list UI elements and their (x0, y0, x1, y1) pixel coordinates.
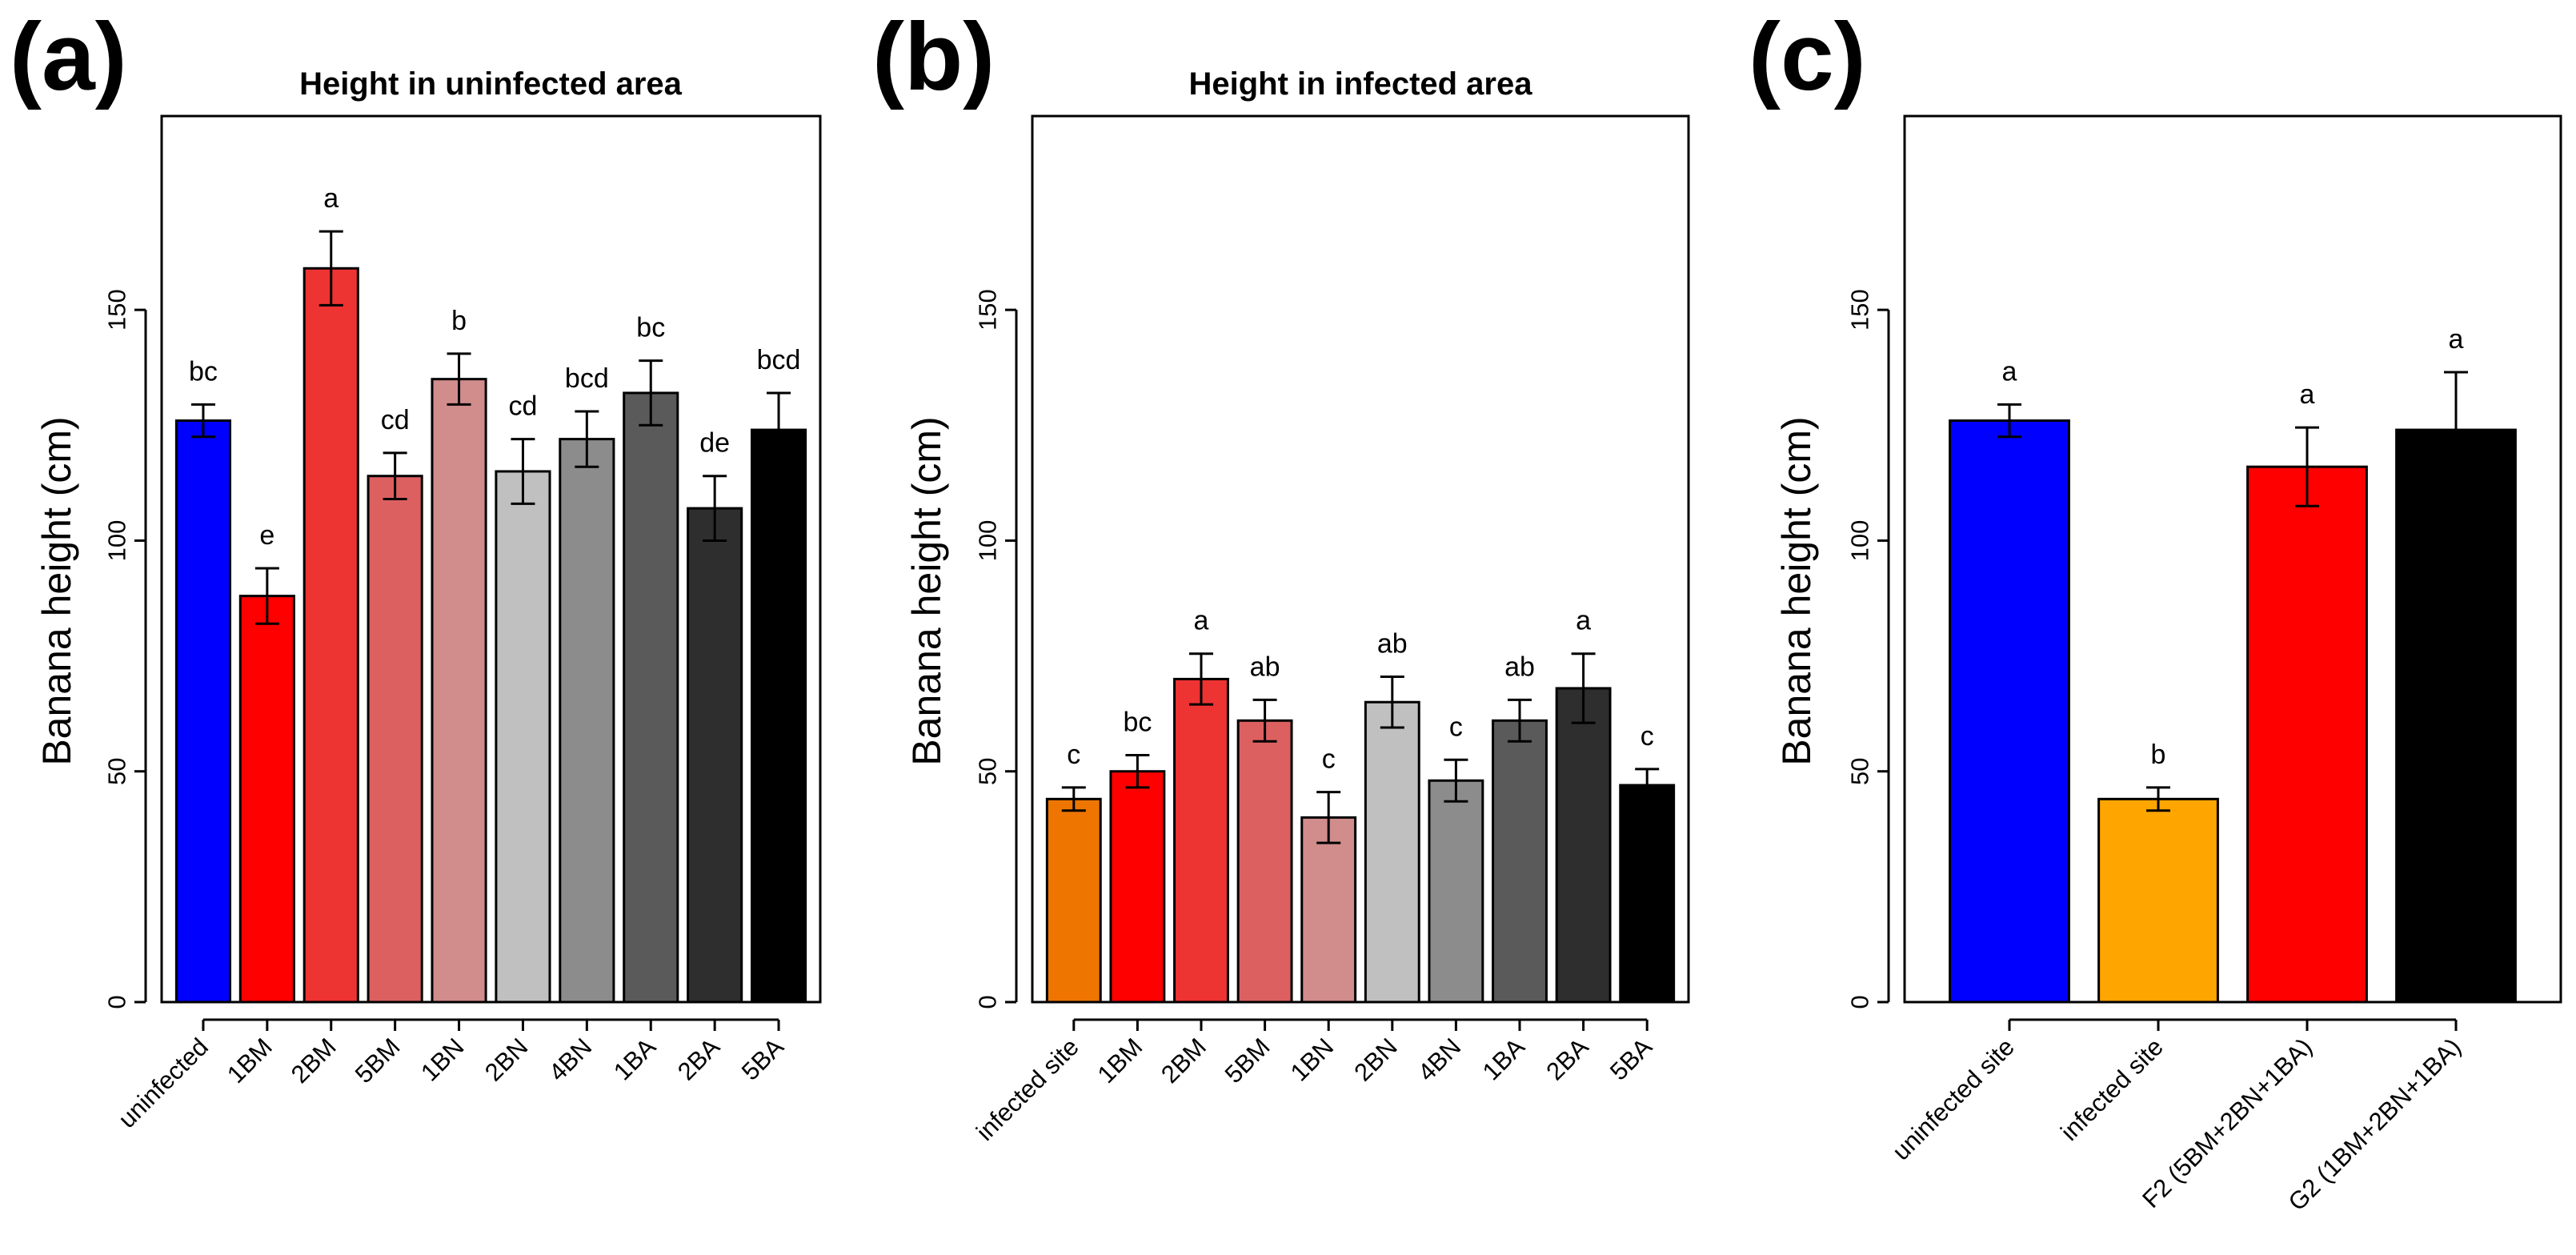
y-tick-label: 50 (103, 757, 131, 784)
significance-letter: bc (636, 313, 665, 343)
x-tick-label: uninfected site (1887, 1032, 2020, 1165)
x-tick-label: 2BA (672, 1032, 725, 1085)
significance-letter: bcd (757, 345, 801, 375)
bar (1045, 797, 1102, 1004)
bar (2395, 428, 2517, 1004)
panel-label: (a) (10, 3, 127, 110)
bar (1428, 779, 1484, 1004)
x-tick-label: 5BA (1604, 1032, 1657, 1085)
significance-letter: ab (1504, 652, 1535, 682)
x-tick-label: F2 (5BM+2BN+1BA) (2137, 1032, 2318, 1213)
bar (623, 391, 679, 1004)
significance-letter: bcd (565, 363, 609, 394)
chart-panel-3: (c) Banana height (cm) 0 50 100 150 a uninfecte… (1749, 3, 2562, 1217)
bar (1364, 700, 1420, 1004)
significance-letter: a (1576, 606, 1591, 636)
significance-letter: c (1067, 740, 1080, 770)
x-tick-label: 5BM (1220, 1032, 1276, 1089)
plot-frame (160, 114, 822, 1004)
x-tick-label: 4BN (1412, 1032, 1466, 1086)
x-tick-label: 2BA (1540, 1032, 1593, 1085)
panel-title: Height in uninfected area (299, 66, 683, 102)
significance-letter: cd (381, 405, 410, 435)
significance-letter: ab (1377, 629, 1408, 660)
y-tick-label: 50 (974, 757, 1002, 784)
x-tick-label: 4BN (543, 1032, 597, 1086)
y-axis-label: Banana height (cm) (34, 416, 79, 765)
bar (2097, 797, 2219, 1004)
x-tick-label: 2BM (286, 1032, 342, 1089)
significance-letter: a (2002, 356, 2017, 387)
x-tick-label: G2 (1BM+2BN+1BA) (2283, 1032, 2466, 1216)
bar (495, 470, 551, 1004)
x-tick-label: 1BN (1285, 1032, 1339, 1086)
chart-panel-2: (b) Height in infected area Banana height … (872, 3, 1690, 1146)
significance-letter: b (451, 306, 467, 336)
x-tick-label: 2BN (1348, 1032, 1402, 1086)
y-tick-label: 150 (974, 289, 1002, 331)
bar (367, 475, 423, 1004)
bar (2246, 465, 2368, 1004)
x-tick-label: 1BA (1477, 1032, 1530, 1085)
y-tick-label: 100 (103, 520, 131, 562)
y-tick-label: 150 (1846, 289, 1874, 331)
plot-frame (1031, 114, 1690, 1004)
x-tick-label: 1BN (415, 1032, 469, 1086)
y-tick-label: 0 (103, 995, 131, 1008)
x-tick-label: 5BM (350, 1032, 406, 1089)
significance-letter: bc (189, 356, 218, 387)
y-axis-label: Banana height (cm) (1774, 416, 1819, 765)
y-axis-label: Banana height (cm) (904, 416, 949, 765)
significance-letter: c (1449, 712, 1463, 742)
bar (1236, 719, 1293, 1004)
bar (1173, 677, 1229, 1004)
y-tick-label: 100 (974, 520, 1002, 562)
significance-letter: bc (1123, 708, 1152, 738)
bar (1492, 719, 1548, 1004)
bar (1619, 784, 1676, 1004)
x-tick-label: 1BM (1092, 1032, 1148, 1089)
panel-label: (c) (1749, 3, 1866, 110)
x-tick-label: 2BN (479, 1032, 533, 1086)
bar (687, 507, 743, 1004)
y-tick-label: 100 (1846, 520, 1874, 562)
bar (238, 595, 295, 1004)
x-tick-label: infected site (971, 1032, 1084, 1146)
significance-letter: cd (508, 391, 537, 422)
y-tick-label: 150 (103, 289, 131, 331)
bar (431, 378, 487, 1004)
significance-letter: a (1194, 606, 1209, 636)
bar (1109, 770, 1166, 1004)
x-tick-label: 5BA (736, 1032, 789, 1085)
bar (1949, 419, 2070, 1004)
y-tick-label: 50 (1846, 757, 1874, 784)
bar (750, 428, 807, 1004)
panel-title: Height in infected area (1189, 66, 1533, 102)
x-tick-label: 1BM (222, 1032, 278, 1089)
x-tick-label: 1BA (608, 1032, 661, 1085)
y-tick-label: 0 (974, 995, 1002, 1008)
bar (559, 438, 615, 1004)
significance-letter: c (1322, 744, 1336, 775)
bar (174, 419, 232, 1004)
significance-letter: e (259, 520, 274, 551)
significance-letter: ab (1250, 652, 1280, 682)
chart-panel-1: (a) Height in uninfected area Banana heigh… (10, 3, 822, 1133)
significance-letter: c (1641, 721, 1654, 752)
bar (302, 267, 359, 1004)
bar (1555, 687, 1612, 1004)
significance-letter: de (699, 428, 730, 459)
panel-label: (b) (872, 3, 995, 110)
x-tick-label: infected site (2055, 1032, 2169, 1146)
plot-frame (1903, 114, 2562, 1004)
y-tick-label: 0 (1846, 995, 1874, 1008)
x-tick-label: uninfected (113, 1032, 214, 1133)
significance-letter: a (2449, 324, 2464, 355)
x-tick-label: 2BM (1156, 1032, 1212, 1089)
significance-letter: b (2151, 740, 2166, 770)
bar (1300, 816, 1357, 1004)
significance-letter: a (323, 183, 339, 214)
significance-letter: a (2300, 379, 2315, 410)
